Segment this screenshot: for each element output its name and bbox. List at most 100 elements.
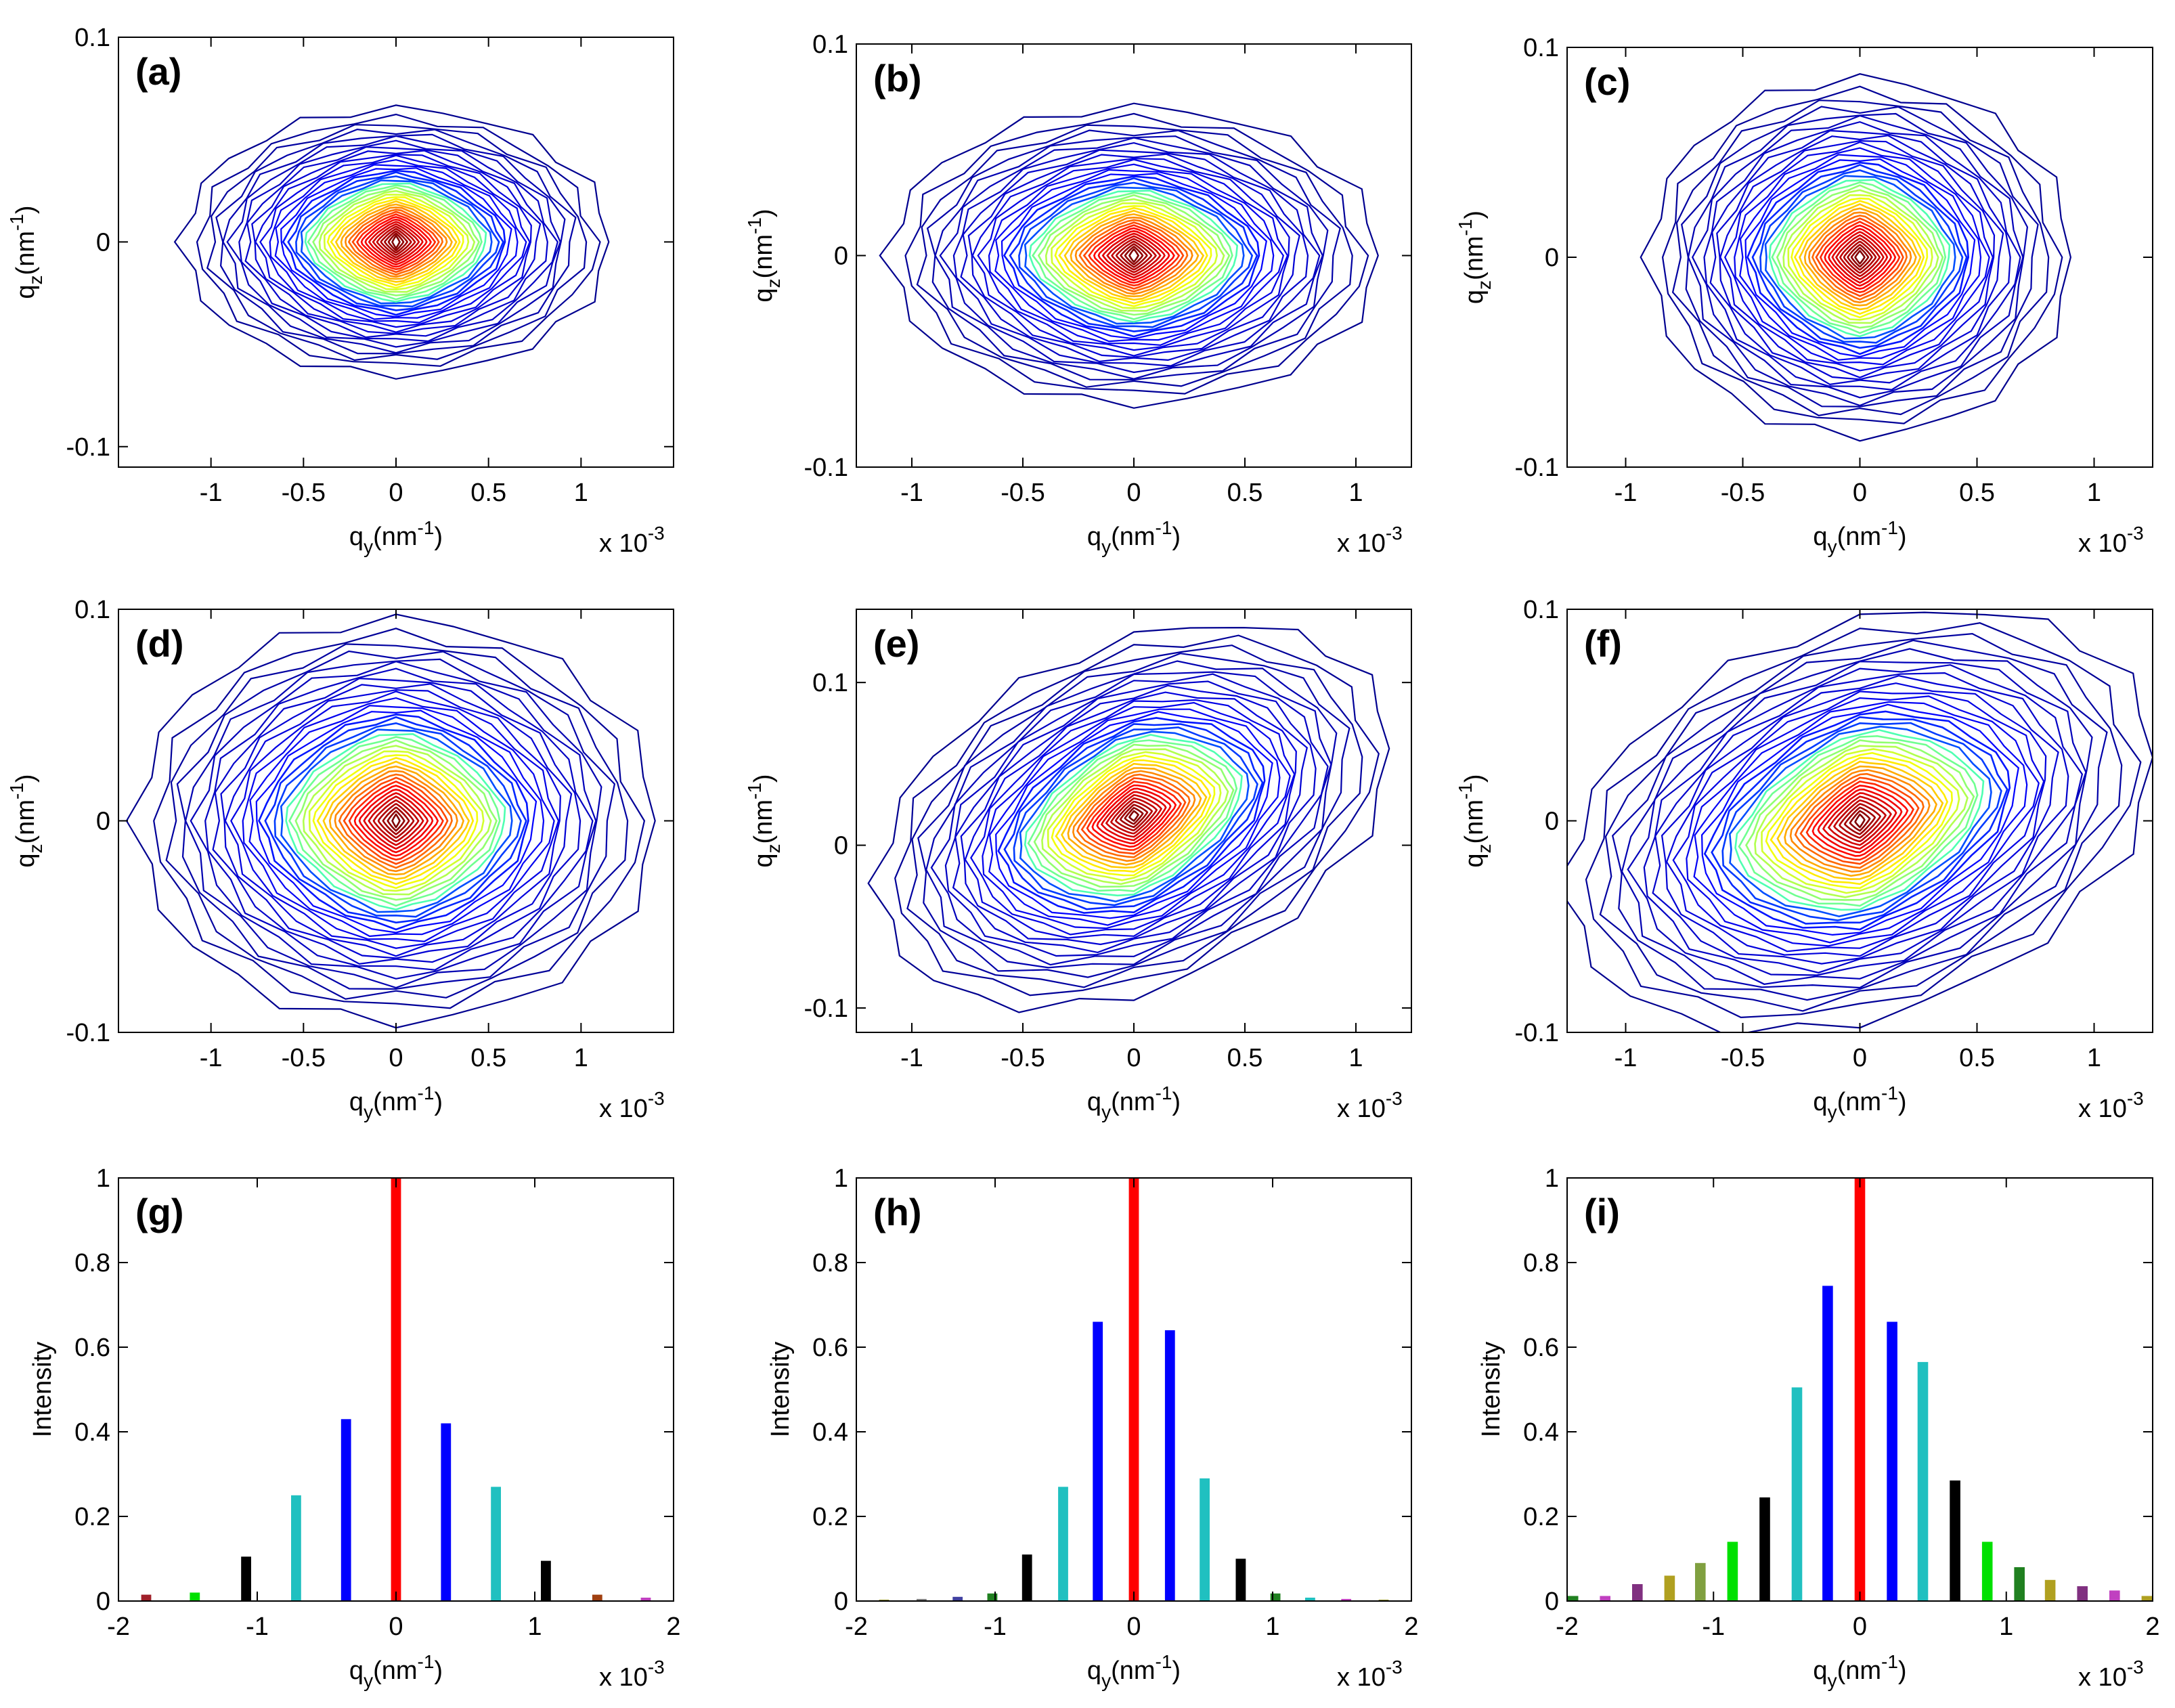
contour-line: [1811, 785, 1909, 857]
contour-line: [1111, 238, 1158, 273]
y-axis-unit-close: ): [1460, 774, 1489, 783]
contour-line: [1054, 204, 1212, 307]
y-tick-label: -0.1: [66, 1019, 110, 1047]
contour-line: [173, 104, 610, 380]
contour-line: [1027, 739, 1238, 892]
x-tick-label: -1: [246, 1613, 269, 1641]
contour-line: [358, 788, 434, 854]
contour-line: [1567, 611, 2153, 1032]
contour-line: [391, 234, 401, 250]
contour-line: [1847, 243, 1873, 271]
bar: [1164, 1330, 1175, 1601]
y-tick-label: 0.1: [812, 669, 848, 697]
contour-line: [368, 795, 424, 846]
x-axis-unit: (nm: [373, 1657, 417, 1685]
contour-line: [964, 691, 1297, 939]
contour-line: [939, 137, 1323, 374]
y-tick-label: 0.8: [812, 1249, 848, 1277]
contour-line: [376, 225, 416, 259]
contour-line: [1828, 227, 1892, 287]
y-tick-label: -0.1: [804, 994, 848, 1023]
multiplier-base: x 10: [2078, 1095, 2127, 1123]
contour-line: [1839, 803, 1882, 839]
contour-line: [312, 186, 481, 297]
contour-line: [344, 206, 448, 278]
bar: [1981, 1541, 1993, 1601]
contour-line: [904, 112, 1369, 395]
x-tick-label: 1: [1348, 479, 1363, 507]
x-tick-label: 0: [1853, 1613, 1867, 1641]
x-axis-symbol: q: [349, 1088, 364, 1116]
contour-line: [1793, 200, 1925, 315]
y-axis-unit-exp: -1: [6, 783, 27, 800]
y-axis-symbol: q: [12, 853, 40, 867]
bar: [2141, 1596, 2153, 1601]
panel-f: -1 -0.5 0 0.5 1-0.100.1(f)qy(nm-1) x 10-3qz(n…: [1455, 596, 2153, 1123]
x-axis-label: qy(nm-1): [1813, 1651, 1906, 1691]
contour-line: [994, 169, 1275, 343]
contour-line: [1611, 639, 2108, 1001]
panel-b: -1 -0.5 0 0.5 1-0.100.1(b)qy(nm-1) x 10-3qz(n…: [744, 30, 1412, 558]
x-tick-label: 0.5: [1227, 1044, 1263, 1072]
panel-label: (i): [1584, 1191, 1620, 1233]
contour-line: [1671, 100, 2050, 416]
x-axis-unit-close: ): [1172, 1088, 1181, 1116]
contour-line: [307, 184, 483, 301]
y-axis-unit: (nm: [1460, 236, 1489, 280]
contour-line: [1097, 229, 1170, 282]
x-axis-multiplier: x 10-3: [1337, 1657, 1403, 1692]
x-tick-label: 0.5: [1959, 479, 1995, 507]
contour-line: [1824, 224, 1897, 290]
x-axis-label: qy(nm-1): [1813, 1082, 1906, 1122]
contour-line: [925, 660, 1338, 969]
panel-label: (f): [1584, 622, 1622, 665]
contour-line: [1063, 209, 1205, 301]
contour-line: [287, 171, 504, 311]
contour-line: [184, 658, 602, 989]
contour-line: [1086, 781, 1182, 851]
contour-line: [916, 124, 1353, 388]
contour-line: [1055, 759, 1212, 873]
y-axis-symbol: q: [12, 284, 40, 299]
contour-line: [1080, 777, 1187, 855]
y-tick-label: 1: [834, 1164, 848, 1193]
multiplier-exponent: -3: [648, 523, 665, 544]
contour-line: [982, 701, 1291, 929]
contour-line: [343, 776, 449, 865]
contour-line: [970, 699, 1296, 936]
contour-line: [356, 213, 437, 271]
contour-line: [1807, 211, 1912, 304]
contour-line: [1585, 622, 2142, 1019]
contour-line: [222, 133, 566, 354]
panel-a: -1 -0.5 0 0.5 1-0.100.1(a)qy(nm-1) x 10-3qz(n…: [6, 24, 674, 558]
x-tick-label: 0: [389, 1613, 403, 1641]
contour-line: [364, 218, 428, 266]
x-tick-label: 1: [2087, 479, 2101, 507]
bar: [1058, 1487, 1068, 1601]
contour-line: [1096, 787, 1172, 844]
contour-line: [960, 684, 1309, 946]
contour-line: [1088, 224, 1181, 287]
y-axis-unit-close: ): [1460, 211, 1489, 219]
x-axis-subscript: y: [1828, 536, 1837, 557]
contour-line: [312, 754, 479, 890]
contour-line: [1003, 175, 1260, 338]
y-tick-label: 0.4: [1523, 1418, 1559, 1447]
contour-line: [1782, 189, 1939, 324]
y-tick-label: 0.1: [1523, 596, 1559, 624]
y-tick-label: 0: [1545, 808, 1559, 836]
contour-line: [1822, 792, 1897, 850]
contour-line: [1839, 237, 1881, 278]
x-tick-label: -0.5: [1721, 479, 1765, 507]
x-axis-unit-close: ): [1172, 523, 1181, 551]
contour-line: [960, 149, 1309, 363]
contour-line: [347, 209, 444, 276]
contour-line: [1031, 192, 1233, 320]
y-axis-subscript: z: [25, 275, 46, 284]
contour-line: [363, 792, 429, 850]
contour-line: [1686, 695, 2040, 947]
contour-line: [1738, 735, 1979, 907]
x-axis-symbol: q: [349, 523, 364, 551]
contour-line: [1691, 114, 2024, 399]
contour-line: [255, 154, 532, 333]
